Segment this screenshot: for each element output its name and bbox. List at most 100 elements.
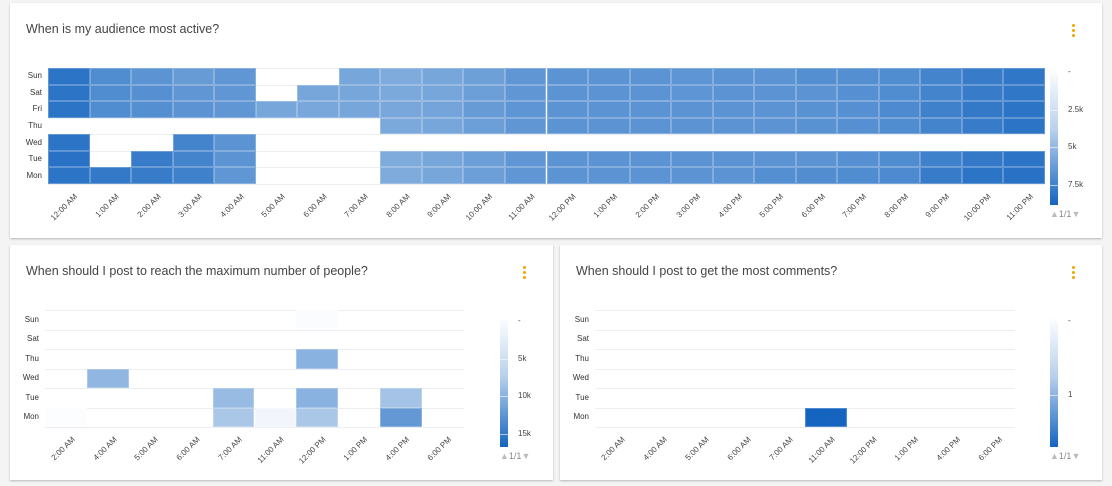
heatmap-cell[interactable] (504, 84, 547, 102)
heatmap-cell[interactable] (131, 150, 173, 168)
heatmap-cell[interactable] (920, 84, 962, 102)
heatmap-cell[interactable] (172, 84, 215, 102)
heatmap-cell[interactable] (546, 68, 589, 85)
heatmap-cell[interactable] (837, 150, 879, 168)
pager-up-icon[interactable]: ▲ (1050, 451, 1059, 461)
heatmap-cell[interactable] (671, 68, 713, 85)
heatmap-cell[interactable] (1003, 150, 1045, 168)
heatmap-cell[interactable] (629, 68, 672, 85)
heatmap-cell[interactable] (172, 150, 215, 168)
heatmap-cell[interactable] (671, 101, 713, 118)
heatmap-cell[interactable] (795, 150, 838, 168)
heatmap-cell[interactable] (463, 84, 505, 102)
heatmap-cell[interactable] (214, 167, 256, 184)
heatmap-cell[interactable] (380, 84, 422, 102)
heatmap-cell[interactable] (421, 167, 464, 184)
heatmap-cell[interactable] (754, 150, 796, 168)
heatmap-cell[interactable] (795, 167, 838, 184)
heatmap-cell[interactable] (48, 134, 90, 151)
heatmap-cell[interactable] (380, 101, 422, 118)
heatmap-cell[interactable] (588, 117, 630, 135)
heatmap-cell[interactable] (172, 68, 215, 85)
heatmap-cell[interactable] (712, 167, 755, 184)
heatmap-cell[interactable] (546, 84, 589, 102)
heatmap-cell[interactable] (588, 68, 630, 85)
heatmap-cell[interactable] (214, 68, 256, 85)
heatmap-cell[interactable] (546, 117, 589, 135)
heatmap-cell[interactable] (795, 84, 838, 102)
heatmap-cell[interactable] (712, 117, 755, 135)
heatmap-cell[interactable] (754, 68, 796, 85)
heatmap-cell[interactable] (297, 101, 339, 118)
heatmap-cell[interactable] (837, 167, 879, 184)
heatmap-cell[interactable] (131, 167, 173, 184)
heatmap-cell[interactable] (629, 84, 672, 102)
heatmap-cell[interactable] (48, 150, 90, 168)
heatmap-cell[interactable] (131, 101, 173, 118)
heatmap-cell[interactable] (795, 101, 838, 118)
heatmap-cell[interactable] (671, 84, 713, 102)
heatmap-cell[interactable] (671, 167, 713, 184)
heatmap-cell[interactable] (255, 101, 298, 118)
heatmap-cell[interactable] (961, 68, 1004, 85)
heatmap-cell[interactable] (338, 84, 381, 102)
heatmap-cell[interactable] (837, 101, 879, 118)
heatmap-cell[interactable] (878, 150, 921, 168)
heatmap-cell[interactable] (588, 101, 630, 118)
heatmap-cell[interactable] (86, 368, 129, 388)
pager-down-icon[interactable]: ▼ (521, 451, 531, 461)
heatmap-cell[interactable] (961, 117, 1004, 135)
heatmap-cell[interactable] (837, 84, 879, 102)
heatmap-cell[interactable] (920, 117, 962, 135)
heatmap-cell[interactable] (504, 150, 547, 168)
heatmap-cell[interactable] (629, 101, 672, 118)
heatmap-cell[interactable] (878, 68, 921, 85)
heatmap-cell[interactable] (504, 117, 547, 135)
heatmap-cell[interactable] (805, 407, 847, 427)
heatmap-cell[interactable] (754, 117, 796, 135)
heatmap-cell[interactable] (296, 407, 339, 427)
heatmap-cell[interactable] (629, 117, 672, 135)
pager-down-icon[interactable]: ▼ (1071, 209, 1081, 219)
heatmap-cell[interactable] (629, 150, 672, 168)
heatmap-cell[interactable] (338, 68, 381, 85)
heatmap-cell[interactable] (1003, 117, 1045, 135)
heatmap-cell[interactable] (588, 84, 630, 102)
heatmap-cell[interactable] (878, 167, 921, 184)
heatmap-cell[interactable] (837, 68, 879, 85)
heatmap-cell[interactable] (463, 167, 505, 184)
heatmap-cell[interactable] (878, 84, 921, 102)
heatmap-cell[interactable] (380, 407, 423, 427)
heatmap-cell[interactable] (131, 68, 173, 85)
heatmap-cell[interactable] (546, 150, 589, 168)
heatmap-cell[interactable] (712, 101, 755, 118)
pager-up-icon[interactable]: ▲ (1050, 209, 1059, 219)
heatmap-cell[interactable] (546, 167, 589, 184)
heatmap-cell[interactable] (920, 68, 962, 85)
heatmap-cell[interactable] (837, 117, 879, 135)
heatmap-cell[interactable] (380, 167, 422, 184)
heatmap-cell[interactable] (48, 101, 90, 118)
heatmap-cell[interactable] (463, 68, 505, 85)
heatmap-cell[interactable] (212, 388, 255, 408)
heatmap-cell[interactable] (504, 101, 547, 118)
heatmap-cell[interactable] (89, 167, 132, 184)
heatmap-cell[interactable] (214, 101, 256, 118)
heatmap-cell[interactable] (48, 84, 90, 102)
heatmap-cell[interactable] (421, 84, 464, 102)
heatmap-cell[interactable] (421, 117, 464, 135)
heatmap-cell[interactable] (504, 68, 547, 85)
heatmap-cell[interactable] (421, 150, 464, 168)
heatmap-cell[interactable] (89, 68, 132, 85)
heatmap-cell[interactable] (421, 68, 464, 85)
heatmap-cell[interactable] (214, 150, 256, 168)
heatmap-cell[interactable] (463, 150, 505, 168)
heatmap-cell[interactable] (795, 117, 838, 135)
heatmap-cell[interactable] (878, 101, 921, 118)
heatmap-cell[interactable] (48, 167, 90, 184)
heatmap-cell[interactable] (588, 167, 630, 184)
heatmap-cell[interactable] (546, 101, 589, 118)
heatmap-cell[interactable] (754, 84, 796, 102)
heatmap-cell[interactable] (1003, 167, 1045, 184)
more-options-icon[interactable] (1072, 266, 1076, 281)
